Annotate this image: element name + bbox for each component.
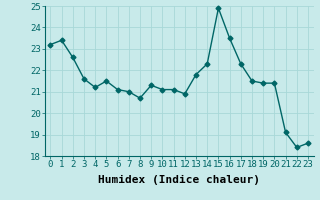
X-axis label: Humidex (Indice chaleur): Humidex (Indice chaleur) (98, 175, 260, 185)
